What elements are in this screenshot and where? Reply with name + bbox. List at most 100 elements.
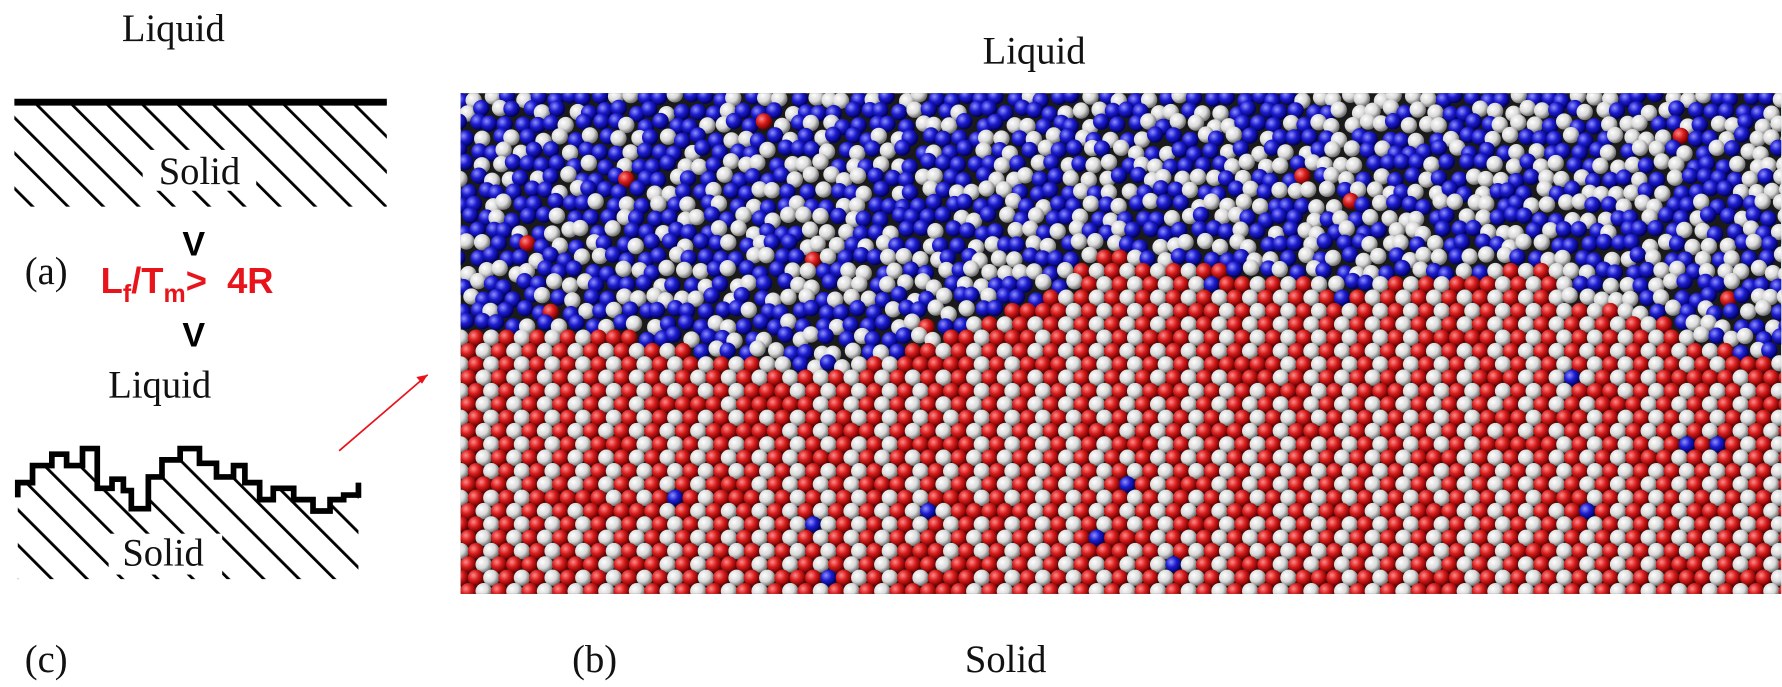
atom [991,250,1007,266]
atom [1503,610,1519,626]
atom [1464,596,1480,612]
atom [1720,208,1736,224]
atom [1008,222,1024,238]
atom [1211,583,1227,599]
atom [1533,583,1549,599]
atom [1577,104,1593,120]
atom [1669,235,1685,251]
atom [999,206,1015,222]
label: Solid [159,151,241,193]
atom [1111,167,1127,183]
atom [1520,100,1536,116]
atom [537,610,553,626]
atom [1004,596,1020,612]
atom [1249,223,1265,239]
atom [1093,114,1109,130]
atom [636,596,652,612]
atom [460,583,476,599]
atom [476,610,492,626]
atom [605,220,621,236]
atom [1283,221,1299,237]
atom [1211,610,1227,626]
atom [1066,140,1082,156]
atom [583,610,599,626]
atom [1618,596,1634,612]
atom [1541,596,1557,612]
atom [1150,610,1166,626]
atom [759,142,775,158]
atom [688,209,704,225]
atom [1288,583,1304,599]
atom [920,583,936,599]
atom [720,234,736,250]
label: Liquid [122,8,225,50]
atom [987,300,1003,316]
atom [630,180,646,196]
atom [902,184,918,200]
atom [1534,102,1550,118]
atom [1771,596,1782,612]
atom [1486,156,1502,172]
atom [812,153,828,169]
atom [506,610,522,626]
atom [1633,596,1649,612]
atom [1050,223,1066,239]
atom [764,182,780,198]
atom [519,235,535,251]
atom [650,172,666,188]
atom [628,238,644,254]
atom [875,314,891,330]
atom [1257,610,1273,626]
atom [468,596,484,612]
atom [767,610,783,626]
atom [1441,610,1457,626]
atom [935,154,951,170]
atom [1656,583,1672,599]
atom [1587,596,1603,612]
atom [803,326,819,342]
atom [1461,248,1477,264]
atom [1271,207,1287,223]
atom [1638,157,1654,173]
atom [1020,596,1036,612]
atom [751,610,767,626]
atom [1112,596,1128,612]
atom [1601,196,1617,212]
atom [1702,610,1718,626]
atom [1226,261,1242,277]
atom [1287,235,1303,251]
atom [774,596,790,612]
atom [1334,583,1350,599]
atom [1252,198,1268,214]
atom [1695,87,1711,103]
atom [981,583,997,599]
atom [905,610,921,626]
atom [713,596,729,612]
atom [1665,300,1681,316]
atom [606,596,622,612]
atom [891,104,907,120]
atom [1104,610,1120,626]
atom [650,196,666,212]
atom [1667,170,1683,186]
atom [809,236,825,252]
atom [1746,207,1762,223]
atom [913,220,929,236]
atom [894,139,910,155]
atom [491,583,507,599]
atom [483,596,499,612]
atom [874,610,890,626]
atom [800,263,816,279]
atom [1124,222,1140,238]
atom [845,101,861,117]
atom [1386,194,1402,210]
atom [1089,583,1105,599]
atom [457,154,473,170]
atom [1556,221,1572,237]
atom [458,233,474,249]
atom [1580,289,1596,305]
atom [667,86,683,102]
atom [1257,583,1273,599]
atom [641,101,657,117]
atom [458,130,474,146]
